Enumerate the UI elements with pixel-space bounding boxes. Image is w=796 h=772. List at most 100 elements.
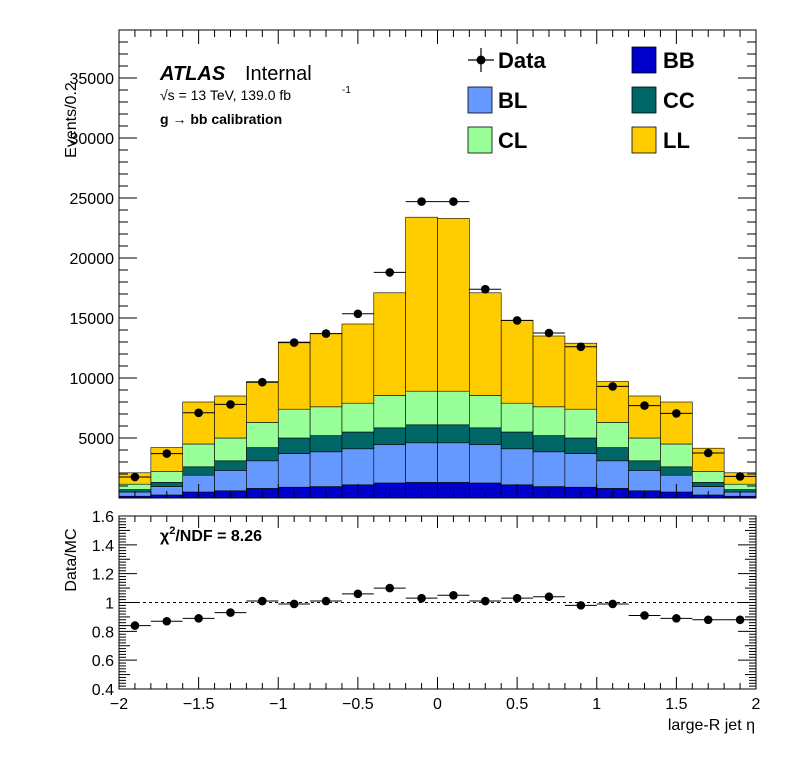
bar-bl-bin-8 xyxy=(341,448,375,486)
data-points xyxy=(119,197,756,482)
ratio-point-19 xyxy=(703,615,713,625)
bar-cc-bin-15 xyxy=(564,437,598,454)
bar-bl-bin-6 xyxy=(277,453,311,488)
ratio-point-9 xyxy=(385,583,395,593)
energy-label: √s = 13 TeV, 139.0 fb xyxy=(160,87,291,103)
energy-superscript: -1 xyxy=(342,85,351,96)
main-ytick-label: 15000 xyxy=(70,311,115,328)
ratio-ytick-label: 1.2 xyxy=(92,567,114,584)
bar-cc-bin-12 xyxy=(469,427,502,445)
main-ytick-label: 30000 xyxy=(70,131,115,148)
bar-cc-bin-13 xyxy=(500,431,534,450)
chi2-label: χ2/NDF = 8.26 xyxy=(160,525,262,545)
data-point-19 xyxy=(703,448,713,458)
legend-item-data: Data xyxy=(468,48,546,73)
bar-ll-bin-11 xyxy=(437,218,470,392)
data-point-10 xyxy=(417,197,426,206)
bar-bl-bin-9 xyxy=(373,444,406,484)
xtick-label: 0 xyxy=(433,696,442,713)
bar-ll-bin-10 xyxy=(405,216,438,392)
bar-cl-bin-12 xyxy=(469,395,502,429)
ratio-ytick-label: 0.8 xyxy=(92,624,114,641)
main-ytick-label: 35000 xyxy=(70,71,115,88)
bar-cc-bin-9 xyxy=(373,427,406,445)
data-point-4 xyxy=(226,400,235,409)
bar-bl-bin-7 xyxy=(309,451,343,487)
bar-cc-bin-17 xyxy=(628,460,661,471)
bar-cl-bin-3 xyxy=(182,443,215,468)
bar-ll-bin-6 xyxy=(277,341,311,410)
bar-cl-bin-16 xyxy=(596,422,629,448)
data-point-6 xyxy=(289,338,299,347)
bar-cc-bin-5 xyxy=(246,447,279,462)
selection-label: g → bb calibration xyxy=(160,111,282,127)
bar-bl-bin-17 xyxy=(628,470,661,492)
bar-cc-bin-16 xyxy=(596,447,629,462)
ratio-point-6 xyxy=(289,599,299,609)
bar-cc-bin-2 xyxy=(150,482,184,487)
legend-item-bl: BL xyxy=(467,86,527,114)
bar-cc-bin-14 xyxy=(532,435,566,453)
ratio-panel: 0.4 0.6 0.8 1 1.2 1.4 1.6 −2 −1.5 −1 −0.5 0 0.5 1 1.5 2… xyxy=(63,509,761,734)
xtick-label: −0.5 xyxy=(342,696,374,713)
data-point-13 xyxy=(512,316,522,325)
bar-cl-bin-9 xyxy=(373,395,406,429)
ratio-ytick-label: 0.6 xyxy=(92,653,114,670)
ratio-point-4 xyxy=(226,608,235,617)
bar-cl-bin-4 xyxy=(214,437,247,462)
bar-cl-bin-13 xyxy=(500,402,534,433)
data-point-7 xyxy=(321,329,331,338)
bar-bl-bin-16 xyxy=(596,460,629,489)
xtick-label: 2 xyxy=(752,696,761,713)
bar-cl-bin-8 xyxy=(341,402,375,433)
legend-item-cc: CC xyxy=(631,86,695,114)
bar-cc-bin-11 xyxy=(437,424,470,444)
bar-ll-bin-5 xyxy=(246,381,279,423)
main-axes: 5000 10000 15000 20000 25000 30000 35000 xyxy=(70,30,757,498)
bar-cc-bin-19 xyxy=(691,482,725,487)
bar-cc-bin-6 xyxy=(277,437,311,454)
xtick-label: 0.5 xyxy=(506,696,528,713)
bar-ll-bin-15 xyxy=(564,342,598,410)
bar-cc-bin-4 xyxy=(214,460,247,471)
bar-cc-bin-10 xyxy=(405,424,438,444)
legend-item-cl: CL xyxy=(467,126,527,154)
ratio-point-12 xyxy=(480,596,490,606)
ratio-point-16 xyxy=(608,599,617,609)
data-point-18 xyxy=(672,409,681,418)
data-point-1 xyxy=(130,472,140,482)
bar-bl-bin-12 xyxy=(469,444,502,484)
bar-ll-bin-9 xyxy=(373,292,406,396)
bar-ll-bin-14 xyxy=(532,335,566,408)
ratio-ytick-label: 1.6 xyxy=(92,509,114,526)
bar-bl-bin-5 xyxy=(246,460,279,489)
bar-ll-bin-7 xyxy=(309,333,343,408)
ratio-y-axis-label: Data/MC xyxy=(63,528,80,591)
main-ytick-label: 5000 xyxy=(78,431,114,448)
legend-label-bb: BB xyxy=(663,48,695,73)
data-point-14 xyxy=(544,328,554,338)
bar-bl-bin-4 xyxy=(214,470,247,492)
bar-cl-bin-10 xyxy=(405,390,438,426)
bar-cc-bin-18 xyxy=(660,466,693,476)
bar-cc-bin-3 xyxy=(182,466,215,476)
ratio-point-10 xyxy=(417,593,426,603)
ratio-point-1 xyxy=(130,621,140,630)
main-frame xyxy=(118,29,757,499)
data-point-20 xyxy=(735,472,745,481)
legend: Data BB BL CC CL LL xyxy=(467,46,695,154)
ratio-axes: 0.4 0.6 0.8 1 1.2 1.4 1.6 −2 −1.5 −1 −0.5 0 0.5 1 1.5 2 xyxy=(92,509,761,713)
data-point-9 xyxy=(385,268,395,277)
atlas-label: ATLAS xyxy=(159,63,226,85)
legend-label-data: Data xyxy=(498,48,546,73)
legend-swatch-bb xyxy=(631,46,657,74)
xtick-label: −2 xyxy=(110,696,128,713)
bar-bl-bin-13 xyxy=(500,448,534,486)
bar-bl-bin-10 xyxy=(405,442,438,483)
ratio-frame xyxy=(118,515,757,690)
data-point-8 xyxy=(353,309,363,319)
bar-cl-bin-18 xyxy=(660,443,693,468)
bar-cl-bin-20 xyxy=(723,483,757,490)
legend-swatch-bl xyxy=(467,86,493,114)
